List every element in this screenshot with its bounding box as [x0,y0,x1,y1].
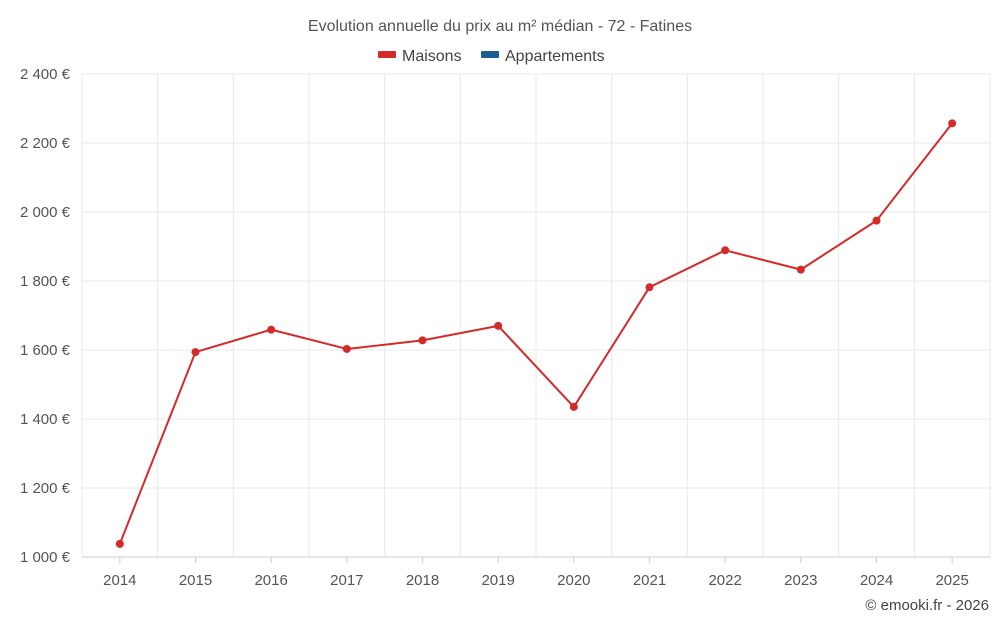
grid [81,73,991,557]
data-point[interactable] [948,119,957,128]
legend-item-appartements[interactable]: Appartements [481,48,605,65]
y-tick-label: 1 600 € [20,342,71,359]
legend-label-maisons: Maisons [402,48,462,65]
x-tick-label: 2021 [633,572,666,589]
x-tick-label: 2025 [935,572,968,589]
x-tick-label: 2024 [860,572,893,589]
legend-swatch-appartements [481,51,499,58]
x-tick-label: 2023 [784,572,817,589]
data-point[interactable] [342,344,351,353]
x-tick-label: 2019 [481,572,514,589]
y-tick-label: 2 000 € [20,204,71,221]
data-point[interactable] [418,336,427,345]
y-tick-label: 1 200 € [20,480,71,497]
x-tick-label: 2016 [254,572,287,589]
y-tick-label: 2 400 € [20,66,71,83]
data-point[interactable] [267,325,276,334]
x-tick-label: 2014 [103,572,136,589]
data-point[interactable] [569,402,578,411]
x-tick-label: 2017 [330,572,363,589]
series-line [118,122,953,545]
data-point[interactable] [721,246,730,255]
data-point[interactable] [494,321,503,330]
data-point[interactable] [796,265,805,274]
y-axis-ticks: 1 000 € 1 200 € 1 400 € 1 600 € 1 800 € 2 000… [20,66,71,566]
data-point[interactable] [191,348,200,357]
y-tick-label: 2 200 € [20,135,71,152]
y-tick-label: 1 800 € [20,273,71,290]
legend-swatch-maisons [378,51,396,58]
y-tick-label: 1 400 € [20,411,71,428]
x-tick-label: 2022 [708,572,741,589]
chart-title: Evolution annuelle du prix au m² médian … [308,18,692,35]
legend: Maisons Appartements [378,48,605,65]
legend-label-appartements: Appartements [505,48,605,65]
data-point[interactable] [645,283,654,292]
data-point[interactable] [115,539,124,548]
legend-item-maisons[interactable]: Maisons [378,48,462,65]
credits-text[interactable]: © emooki.fr - 2026 [865,597,989,614]
x-tick-label: 2015 [179,572,212,589]
x-tick-label: 2020 [557,572,590,589]
series-maisons [115,119,957,548]
x-axis-ticks: 2014 2015 2016 2017 2018 2019 2020 2021 2022 2023… [103,557,969,589]
y-tick-label: 1 000 € [20,549,71,566]
x-tick-label: 2018 [406,572,439,589]
data-point[interactable] [872,216,881,225]
